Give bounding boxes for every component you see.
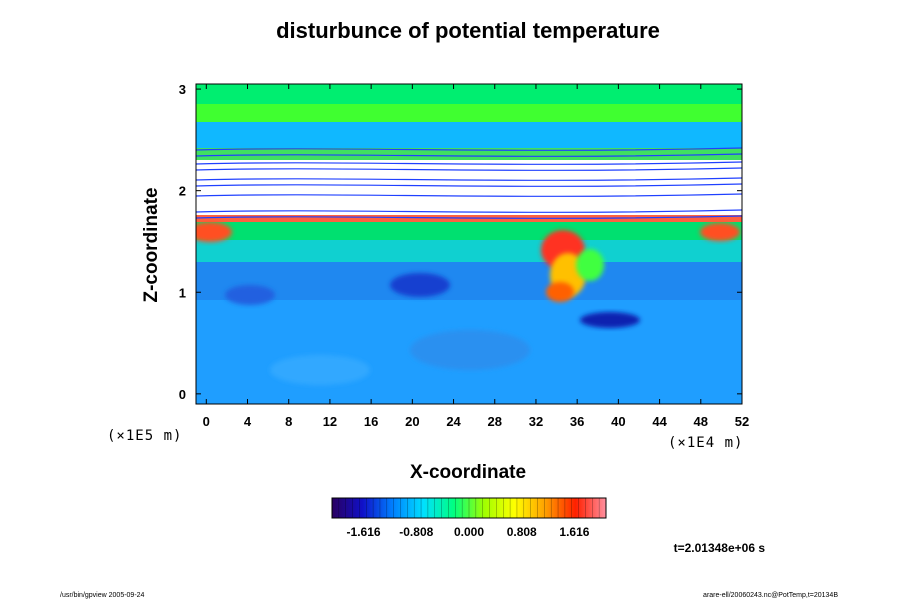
band-top-green [196,84,742,104]
x-tick-label: 16 [364,414,378,429]
cold-patch-right [580,312,640,328]
plume-base [546,282,574,302]
cold-patch-mid [390,273,450,297]
chart-title: disturbunce of potential temperature [276,18,660,43]
band-white-mid [196,178,742,192]
plume-edge [576,249,604,281]
x-tick-label: 24 [446,414,461,429]
x-tick-label: 12 [323,414,337,429]
y-tick-label: 1 [179,285,186,300]
field-contour-line [196,193,742,197]
colorbar-tick-label: -1.616 [347,525,381,539]
x-tick-label: 8 [285,414,292,429]
field-contour-line [196,177,742,181]
field-contour-line [196,147,742,151]
colorbar-tick-label: 1.616 [559,525,589,539]
field-contour-line [196,183,742,187]
eddy-bottom [270,355,370,385]
y-tick-label: 2 [179,184,186,199]
footer-right: arare-ell/20060243.nc@PotTemp,t=20134B [703,592,838,599]
footer-left: /usr/bin/gpview 2005-09-24 [60,592,145,599]
x-tick-label: 32 [529,414,543,429]
x-tick-label: 48 [694,414,708,429]
cold-patch-left [225,285,275,305]
plot-frame [195,83,743,405]
y-unit-label: (×1E5 m) [107,428,182,444]
x-axis-ticks: 0 4 8 12 16 20 24 28 32 36 40 44 48 52 [203,84,749,429]
band-top-light [196,104,742,122]
x-tick-label: 4 [244,414,252,429]
x-tick-label: 36 [570,414,584,429]
y-axis-ticks: 0 1 2 3 [179,82,742,402]
x-axis-label: X-coordinate [410,462,526,483]
heatmap-field [196,84,742,404]
band-white-main [196,192,742,215]
colorbar-tick-label: -0.808 [399,525,433,539]
y-axis-label: Z-coordinate [141,187,162,302]
y-tick-label: 3 [179,82,186,97]
time-label: t=2.01348e+06 s [674,541,766,555]
band-upper-cyan [196,122,742,148]
band-teal [196,240,742,262]
field-contour-line [196,209,742,213]
x-tick-label: 44 [652,414,667,429]
x-tick-label: 52 [735,414,749,429]
x-tick-label: 20 [405,414,419,429]
field-contour-line [196,161,742,165]
colorbar-tick-label: 0.808 [507,525,537,539]
band-blue [196,262,742,300]
x-tick-label: 28 [488,414,502,429]
colorbar-tick-label: 0.000 [454,525,484,539]
band-green-lower [196,222,742,240]
colorbar-frame [331,497,607,519]
x-tick-label: 40 [611,414,625,429]
warm-patch-left [196,222,232,242]
field-contour-line [196,215,742,219]
band-upper-green [196,148,742,160]
colorbar: -1.616 -0.808 0.000 0.808 1.616 [331,497,607,539]
x-unit-label: (×1E4 m) [668,435,743,451]
y-tick-label: 0 [179,387,186,402]
warm-patch-right [700,223,740,241]
field-contour-line [196,153,742,157]
x-tick-label: 0 [203,414,210,429]
eddy-lower [410,330,530,370]
field-contour-line [196,167,742,171]
